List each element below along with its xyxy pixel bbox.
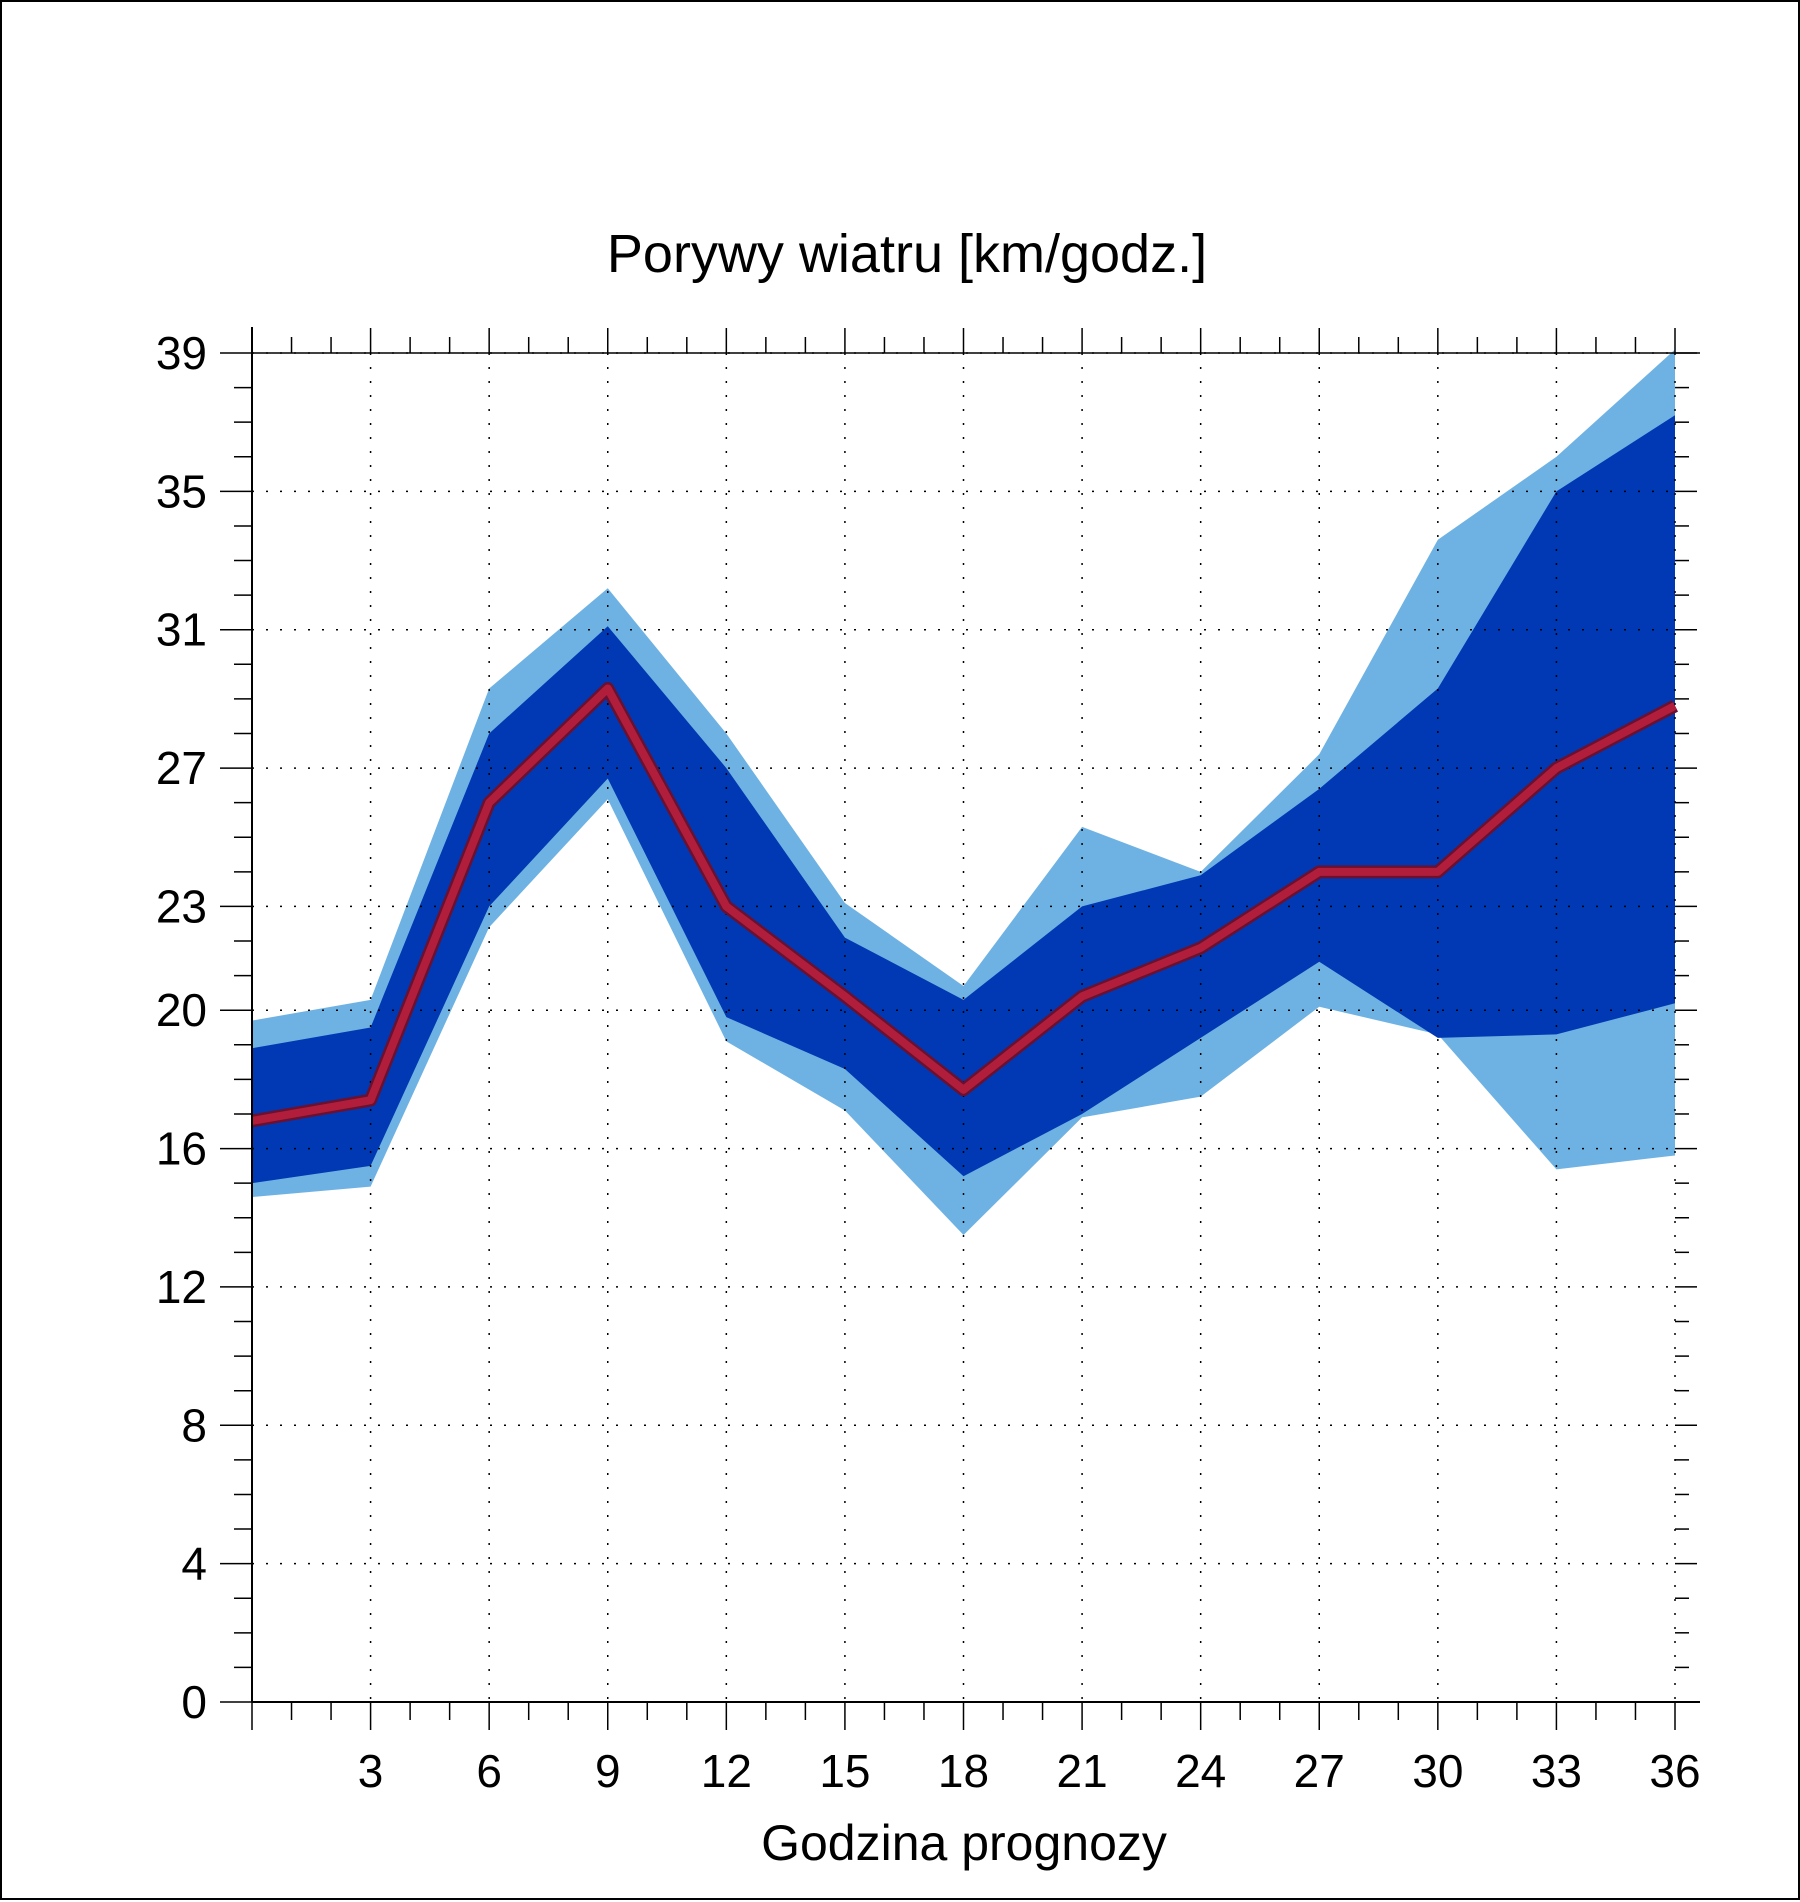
- y-tick-labels: 0 4 8 12 16 20 23 27 31 35 39: [156, 327, 207, 1728]
- x-tick-label: 33: [1531, 1745, 1582, 1797]
- x-tick-label: 15: [819, 1745, 870, 1797]
- x-tick-label: 9: [595, 1745, 621, 1797]
- axes-group: [220, 327, 1700, 1730]
- x-axis-label: Godzina prognozy: [761, 1815, 1167, 1871]
- y-tick-label: 0: [181, 1676, 207, 1728]
- y-tick-label: 27: [156, 742, 207, 794]
- bands-group: [252, 349, 1675, 1236]
- x-tick-label: 6: [476, 1745, 502, 1797]
- y-tick-label: 12: [156, 1261, 207, 1313]
- inner-band-area: [252, 415, 1675, 1184]
- x-tick-label: 3: [358, 1745, 384, 1797]
- chart-title: Porywy wiatru [km/godz.]: [607, 224, 1207, 284]
- y-tick-label: 31: [156, 604, 207, 656]
- x-tick-label: 24: [1175, 1745, 1226, 1797]
- y-tick-label: 8: [181, 1399, 207, 1451]
- median-line: [251, 684, 1677, 1125]
- x-tick-label: 21: [1056, 1745, 1107, 1797]
- y-tick-label: 4: [181, 1538, 207, 1590]
- x-tick-label: 36: [1649, 1745, 1700, 1797]
- grid-group: [252, 352, 1676, 1702]
- y-tick-label: 23: [156, 880, 207, 932]
- y-tick-label: 35: [156, 465, 207, 517]
- median-line-group: [250, 682, 1679, 1128]
- x-tick-label: 30: [1412, 1745, 1463, 1797]
- y-tick-label: 20: [156, 984, 207, 1036]
- y-tick-label: 39: [156, 327, 207, 379]
- x-tick-labels: 3 6 9 12 15 18 21 24 27 30 33 36: [358, 1745, 1701, 1797]
- x-tick-label: 27: [1294, 1745, 1345, 1797]
- x-tick-label: 12: [701, 1745, 752, 1797]
- y-tick-label: 16: [156, 1123, 207, 1175]
- x-tick-label: 18: [938, 1745, 989, 1797]
